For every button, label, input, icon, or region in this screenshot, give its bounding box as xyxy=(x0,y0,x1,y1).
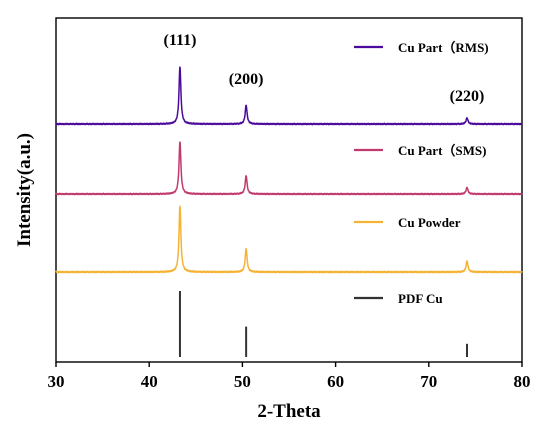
x-tick-label-50: 50 xyxy=(234,372,251,391)
x-tick-label-70: 70 xyxy=(420,372,437,391)
peak-annotation-0: (111) xyxy=(164,32,197,49)
x-tick-label-30: 30 xyxy=(48,372,65,391)
series-1-line xyxy=(55,141,523,196)
series-0-legend-label: Cu Part（RMS) xyxy=(398,40,489,55)
y-axis-title: Intensity(a.u.) xyxy=(14,133,35,247)
peak-annotation-1: (200) xyxy=(229,71,264,88)
x-tick-label-80: 80 xyxy=(514,372,531,391)
peak-annotation-2: (220) xyxy=(450,88,485,105)
series-2-legend-label: Cu Powder xyxy=(398,215,461,230)
annotations-layer: (111) (200) (220) xyxy=(164,32,485,105)
axes-layer: 30 40 50 60 70 80 xyxy=(48,362,531,391)
plot-frame xyxy=(55,17,523,363)
series-0-line xyxy=(55,66,523,126)
x-tick-label-60: 60 xyxy=(327,372,344,391)
traces-layer xyxy=(55,66,523,357)
series-3-legend-label: PDF Cu xyxy=(398,291,443,306)
x-tick-label-40: 40 xyxy=(141,372,158,391)
legend-layer: Cu Part（RMS) Cu Part（SMS) Cu Powder PDF Cu xyxy=(354,40,489,306)
x-axis-title: 2-Theta xyxy=(257,401,321,422)
series-2-line xyxy=(55,205,523,274)
series-1-legend-label: Cu Part（SMS) xyxy=(398,143,486,158)
